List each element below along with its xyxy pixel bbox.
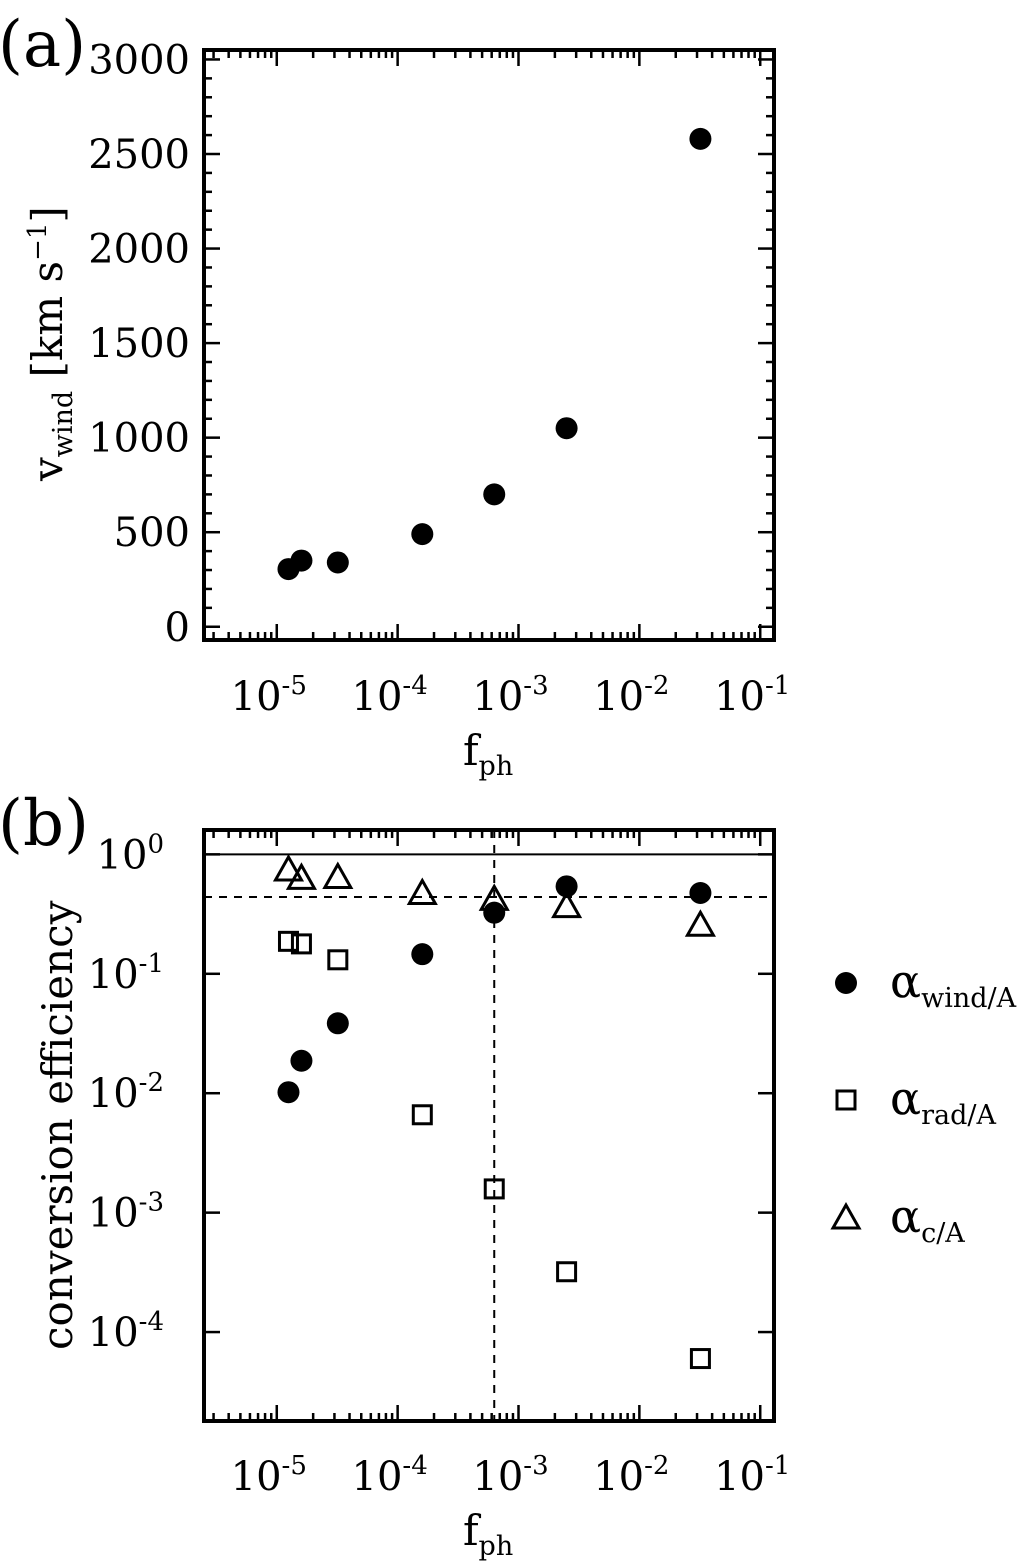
panel-a-points — [277, 127, 712, 581]
legend-filled-circle-marker — [835, 972, 857, 994]
panel-b-filled-circle-point — [326, 1012, 349, 1035]
panel-a-x-axis-label: fph — [463, 726, 513, 782]
panel-a-y-tick-label: 0 — [165, 605, 190, 651]
panel-b-x-tick-labels: 10-5 10-4 10-3 10-2 10-1 — [231, 1451, 791, 1500]
panel-b-y-tick-label: 10-1 — [88, 949, 164, 998]
panel-b-open-square-point — [327, 949, 349, 971]
panel-b-filled-circle-point — [555, 875, 578, 898]
panel-b-y-tick-label: 10-3 — [88, 1188, 164, 1237]
panel-a-y-tick-label: 500 — [114, 510, 190, 556]
panel-a-plot-frame — [202, 48, 776, 642]
panel-b-open-triangle-point — [551, 890, 583, 919]
panel-a-x-tick-label: 10-5 — [231, 671, 307, 720]
panel-b-open-triangle-point — [478, 883, 510, 911]
panel-b-y-tick-label: 100 — [97, 829, 164, 878]
panel-b-open-triangle-point — [322, 861, 354, 890]
panel-b-filled-circle-point — [411, 943, 434, 966]
panel-b-open-square-point — [411, 1104, 433, 1126]
panel-a-y-axis-label-unit: [km s — [23, 261, 72, 391]
panel-b-legend: αwind/A αrad/A αc/A — [830, 954, 1017, 1249]
panel-b-x-tick-label: 10-1 — [714, 1451, 790, 1500]
panel-b-x-axis-label: fph — [463, 1506, 513, 1562]
panel-a-ticks — [204, 50, 774, 640]
panel-b: (b) 10-4 10-3 10-2 10-1 100 10-5 10-4 10-3 10-2… — [0, 787, 1017, 1562]
legend-open-triangle-marker — [830, 1201, 862, 1230]
panel-a-data-point — [689, 127, 712, 150]
panel-a-y-tick-label: 3000 — [88, 37, 190, 83]
panel-b-y-axis-label: conversion efficiency — [33, 900, 82, 1350]
panel-b-filled-circle-point — [277, 1081, 300, 1104]
panel-b-y-tick-label: 10-2 — [88, 1068, 164, 1117]
panel-b-plot-frame — [202, 828, 776, 1423]
panel-a-data-point — [483, 483, 506, 506]
panel-b-y-tick-labels: 10-4 10-3 10-2 10-1 100 — [88, 829, 164, 1356]
panel-b-open-triangle-point — [272, 853, 305, 882]
panel-b-x-tick-label: 10-2 — [593, 1451, 669, 1500]
panel-a-x-axis-label-main: f — [463, 726, 482, 775]
panel-a-data-point — [290, 549, 313, 572]
panel-a-y-tick-label: 1000 — [88, 416, 190, 462]
legend-open-square-marker — [835, 1089, 857, 1111]
panel-a-label: (a) — [0, 8, 86, 82]
panel-b-x-tick-label: 10-3 — [472, 1451, 548, 1500]
panel-a-data-point — [411, 523, 434, 546]
panel-b-points — [272, 853, 716, 1370]
panel-b-open-triangle-point — [406, 877, 438, 906]
legend-label: αc/A — [890, 1189, 965, 1249]
panel-a-y-tick-label: 1500 — [88, 321, 190, 367]
panel-a-y-tick-labels: 0 500 1000 1500 2000 2500 3000 — [88, 37, 190, 650]
panel-a-y-tick-label: 2000 — [88, 227, 190, 273]
panel-b-open-square-point — [277, 930, 299, 952]
panel-a-data-point — [555, 417, 578, 440]
panel-b-filled-circle-point — [483, 901, 506, 924]
panel-b-x-tick-label: 10-5 — [231, 1451, 307, 1500]
panel-b-filled-circle-point — [689, 881, 712, 904]
panel-a-data-point — [326, 551, 349, 574]
panel-a-x-tick-label: 10-4 — [352, 671, 428, 720]
panel-a-y-axis-label-sub: wind — [48, 391, 79, 457]
panel-b-y-tick-label: 10-4 — [88, 1307, 164, 1356]
panel-b-label: (b) — [0, 787, 89, 861]
panel-b-open-triangle-point — [285, 862, 318, 890]
panel-a-x-tick-labels: 10-5 10-4 10-3 10-2 10-1 — [231, 671, 791, 720]
panel-b-open-square-point — [689, 1348, 711, 1370]
panel-a-y-axis-label-unit-close: ] — [23, 206, 72, 222]
panel-a-y-axis-label-main: v — [23, 457, 72, 482]
panel-b-open-triangle-point — [684, 909, 716, 937]
panel-a-x-tick-label: 10-3 — [472, 671, 548, 720]
panel-b-open-square-point — [556, 1261, 578, 1283]
panel-b-x-axis-label-sub: ph — [479, 1531, 514, 1562]
panel-a-y-tick-label: 2500 — [88, 132, 190, 178]
panel-b-open-square-point — [290, 933, 312, 955]
panel-b-filled-circle-point — [290, 1049, 313, 1072]
panel-b-x-tick-label: 10-4 — [352, 1451, 428, 1500]
panel-a-x-axis-label-sub: ph — [479, 751, 514, 782]
legend-label: αrad/A — [890, 1071, 996, 1131]
panel-a-x-tick-label: 10-2 — [593, 671, 669, 720]
panel-b-open-square-point — [483, 1178, 505, 1200]
panel-a-x-tick-label: 10-1 — [714, 671, 790, 720]
panel-b-x-axis-label-main: f — [463, 1506, 482, 1555]
panel-a-y-axis-label: vwind [km s−1] — [23, 206, 79, 482]
legend-label: αwind/A — [890, 954, 1017, 1014]
panel-a-y-axis-label-unit-exp: −1 — [23, 223, 53, 261]
